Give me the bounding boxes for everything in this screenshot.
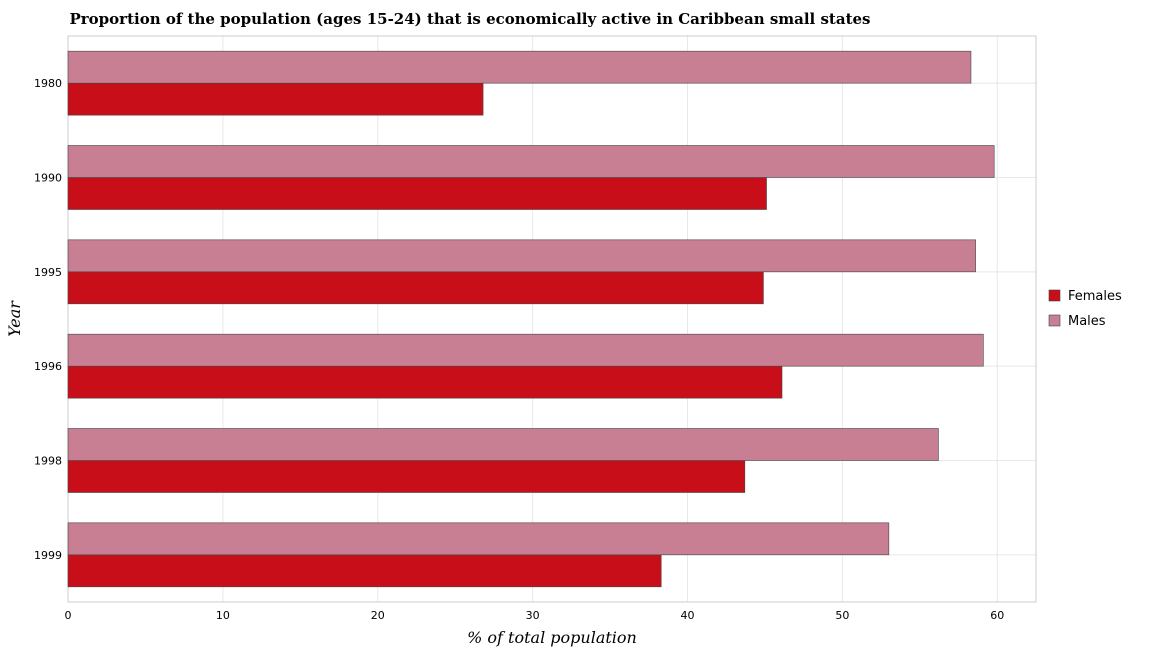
y-tick-label: 1990	[34, 172, 62, 185]
x-tick-label: 20	[371, 609, 385, 622]
y-axis-label: Year	[5, 300, 24, 337]
x-tick-label: 30	[526, 609, 540, 622]
grid	[67, 36, 1036, 602]
y-tick-label: 1995	[34, 266, 62, 279]
bar-females-1995	[67, 271, 764, 305]
bar-females-1999	[67, 554, 662, 588]
y-tick-label: 1980	[34, 77, 62, 90]
bar-females-1998	[67, 460, 746, 493]
y-tick-label: 1996	[34, 360, 62, 373]
legend-label-males: Males	[1068, 314, 1106, 329]
x-tick-label: 10	[216, 609, 230, 622]
bar-females-1980	[67, 82, 484, 116]
x-tick-label: 60	[990, 609, 1004, 622]
x-tick-label: 40	[681, 609, 695, 622]
x-tick-label: 0	[65, 609, 72, 622]
legend-swatch-females	[1048, 289, 1061, 302]
y-tick-label: 1999	[34, 549, 62, 562]
bar-males-1980	[67, 50, 972, 84]
bar-males-1990	[67, 145, 995, 178]
legend-label-females: Females	[1068, 289, 1122, 304]
bar-males-1998	[67, 428, 939, 461]
bar-males-1999	[67, 522, 890, 556]
plot-frame	[67, 35, 1037, 603]
legend-swatch-males	[1048, 314, 1061, 327]
bars	[67, 50, 995, 588]
x-axis-label: % of total population	[467, 628, 637, 647]
x-tick-labels: 0 10 20 30 40 50 60	[65, 609, 1005, 622]
bar-males-1995	[67, 239, 976, 273]
bar-females-1990	[67, 177, 767, 210]
legend: Females Males	[1048, 289, 1122, 329]
y-tick-labels: 1980 1990 1995 1996 1998 1999	[34, 77, 62, 562]
chart-title: Proportion of the population (ages 15-24…	[70, 10, 871, 28]
bar-males-1996	[67, 333, 984, 367]
x-tick-label: 50	[835, 609, 849, 622]
bar-females-1996	[67, 365, 783, 399]
y-tick-label: 1998	[34, 455, 62, 468]
